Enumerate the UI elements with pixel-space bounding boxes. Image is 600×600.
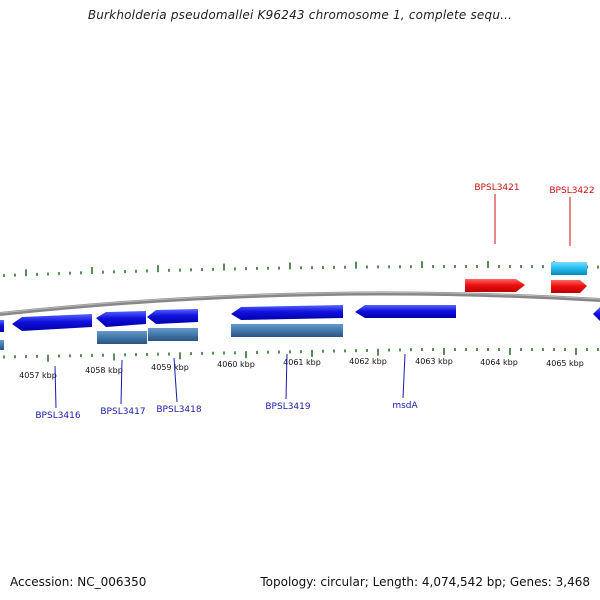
scale-label: 4063 kbp — [415, 357, 453, 366]
gene-label[interactable]: BPSL3422 — [549, 186, 594, 196]
map-title: Burkholderia pseudomallei K96243 chromos… — [87, 8, 513, 22]
scale-label: 4058 kbp — [85, 366, 123, 375]
gene-arrow-bpsl3418[interactable] — [147, 309, 198, 324]
scale-label: 4060 kbp — [217, 360, 255, 369]
gene-labels: BPSL3416 BPSL3417 BPSL3418 BPSL3419 msdA BPSL… — [35, 183, 594, 421]
accession-text: Accession: NC_006350 — [10, 575, 147, 589]
scale-label: 4061 kbp — [283, 358, 321, 367]
gene-label[interactable]: msdA — [392, 401, 418, 411]
gene-arrow-right-edge[interactable] — [593, 307, 600, 321]
gene-label[interactable]: BPSL3416 — [35, 411, 81, 421]
gene-block-bpsl3418[interactable] — [148, 328, 198, 341]
gene-arrow-bpsl3419[interactable] — [231, 305, 343, 320]
scale-label: 4062 kbp — [349, 357, 387, 366]
gene-leader-line — [285, 353, 288, 400]
gene-arrow-left-edge[interactable] — [0, 320, 4, 332]
scale-label: 4064 kbp — [480, 358, 518, 367]
gene-block-bpsl3419[interactable] — [231, 324, 343, 337]
gene-label[interactable]: BPSL3421 — [474, 183, 519, 193]
gene-block-bpsl3422[interactable] — [551, 262, 587, 275]
gc-skew-ticks-inner — [3, 348, 599, 362]
scale-labels: 4057 kbp 4058 kbp 4059 kbp 4060 kbp 4061 kbp… — [19, 357, 584, 380]
scale-label: 4059 kbp — [151, 363, 189, 372]
gene-label[interactable]: BPSL3417 — [100, 407, 145, 417]
gene-leader-line — [54, 365, 57, 409]
gene-leader-line — [402, 353, 406, 399]
gene-arrow-bpsl3422[interactable] — [551, 280, 587, 293]
gene-label[interactable]: BPSL3418 — [156, 405, 202, 415]
gene-block-left-edge[interactable] — [0, 340, 4, 350]
gene-arrow-bpsl3417[interactable] — [96, 311, 146, 327]
topology-summary-text: Topology: circular; Length: 4,074,542 bp… — [260, 575, 590, 589]
gene-arrow-bpsl3416[interactable] — [12, 314, 92, 331]
gene-block-bpsl3417[interactable] — [97, 331, 147, 344]
gene-arrow-msda[interactable] — [355, 305, 456, 318]
backbone-highlight — [0, 292, 600, 314]
gene-label[interactable]: BPSL3419 — [265, 402, 311, 412]
gene-arrow-bpsl3421[interactable] — [465, 279, 525, 292]
gene-leader-line — [120, 359, 123, 405]
gene-leader-line — [173, 357, 178, 403]
scale-label: 4065 kbp — [546, 359, 584, 368]
backbone-circle — [0, 291, 600, 316]
gc-skew-ticks-outer — [3, 261, 599, 278]
scale-label: 4057 kbp — [19, 371, 57, 380]
